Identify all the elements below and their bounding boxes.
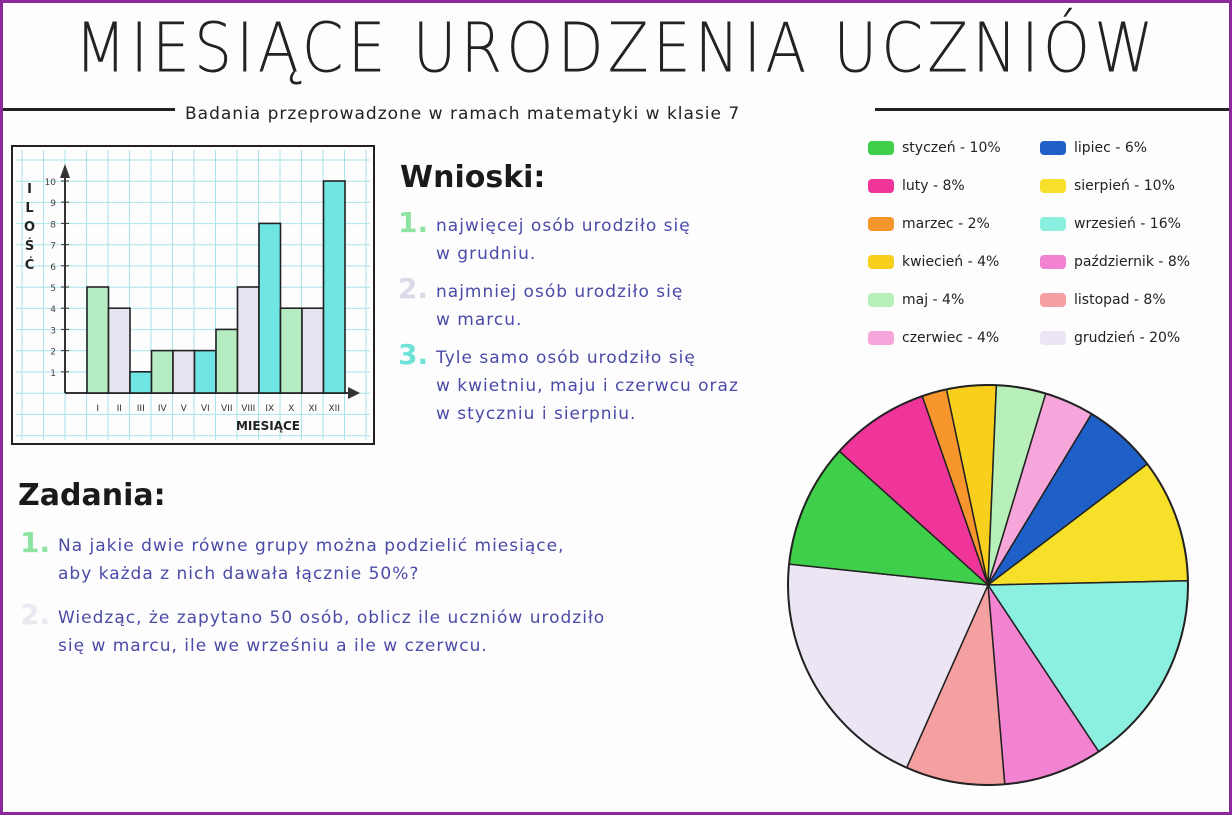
legend-item: marzec - 2% xyxy=(868,216,990,232)
legend-item: maj - 4% xyxy=(868,292,964,308)
conclusions-number: 2. xyxy=(398,272,429,305)
legend-label: czerwiec - 4% xyxy=(902,330,1000,346)
conclusions-item-line: w styczniu i sierpniu. xyxy=(436,404,637,424)
y-tick-label: 2 xyxy=(50,348,56,358)
conclusions-number: 1. xyxy=(398,206,429,239)
y-tick-label: 1 xyxy=(50,369,56,379)
legend-swatch xyxy=(868,141,894,155)
tasks-item-line: Na jakie dwie równe grupy można podzieli… xyxy=(58,536,565,556)
x-tick-label: X xyxy=(288,404,294,414)
x-tick-label: XI xyxy=(308,404,317,414)
conclusions-item: Tyle samo osób urodziło się w kwietniu, m… xyxy=(436,344,739,428)
y-tick-label: 9 xyxy=(50,199,56,209)
pie-group xyxy=(787,384,1189,786)
y-tick-label: 3 xyxy=(50,326,56,336)
pie-outline xyxy=(787,384,1189,786)
tasks-heading: Zadania: xyxy=(18,478,166,513)
tasks-number: 2. xyxy=(20,598,51,631)
legend-swatch xyxy=(868,217,894,231)
x-tick-label: XII xyxy=(329,404,340,414)
tasks-number: 1. xyxy=(20,526,51,559)
x-tick-label: IX xyxy=(265,404,274,414)
legend-swatch xyxy=(1040,179,1066,193)
legend-item: kwiecień - 4% xyxy=(868,254,999,270)
y-axis-arrow-icon xyxy=(60,164,70,178)
legend-swatch xyxy=(1040,141,1066,155)
legend-swatch xyxy=(868,293,894,307)
y-tick-label: 4 xyxy=(50,305,56,315)
conclusions-item: najwięcej osób urodziło się w grudniu. xyxy=(436,212,691,268)
divider-left xyxy=(3,108,175,111)
y-tick-label: 7 xyxy=(50,242,56,252)
x-tick-label: III xyxy=(137,404,145,414)
legend-label: wrzesień - 16% xyxy=(1074,216,1181,232)
legend-swatch xyxy=(1040,217,1066,231)
legend-swatch xyxy=(868,331,894,345)
conclusions-item-line: Tyle samo osób urodziło się xyxy=(436,348,696,368)
tasks-item: Na jakie dwie równe grupy można podzieli… xyxy=(58,532,564,588)
legend-item: październik - 8% xyxy=(1040,254,1190,270)
legend-swatch xyxy=(1040,331,1066,345)
conclusions-item-line: w marcu. xyxy=(436,310,523,330)
tasks-item-line: aby każda z nich dawała łącznie 50%? xyxy=(58,564,420,584)
x-tick-label: VIII xyxy=(241,404,255,414)
x-tick-label: IV xyxy=(158,404,168,414)
conclusions-item-line: w kwietniu, maju i czerwcu oraz xyxy=(436,376,739,396)
legend-swatch xyxy=(1040,293,1066,307)
poster-subtitle: Badania przeprowadzone w ramach matematy… xyxy=(185,104,741,124)
legend-label: grudzień - 20% xyxy=(1074,330,1181,346)
poster-title: MIESIĄCE URODZENIA UCZNIÓW xyxy=(74,8,1158,89)
tasks-item-line: Wiedząc, że zapytano 50 osób, oblicz ile… xyxy=(58,608,606,628)
conclusions-item-line: w grudniu. xyxy=(436,244,537,264)
legend-item: wrzesień - 16% xyxy=(1040,216,1181,232)
tasks-item-line: się w marcu, ile we wrześniu a ile w cze… xyxy=(58,636,488,656)
bar-II xyxy=(107,307,131,394)
legend-item: grudzień - 20% xyxy=(1040,330,1180,346)
conclusions-number: 3. xyxy=(398,338,429,371)
legend-label: lipiec - 6% xyxy=(1074,140,1148,156)
y-tick-label: 10 xyxy=(45,178,57,188)
legend-item: lipiec - 6% xyxy=(1040,140,1147,156)
x-axis-arrow-icon xyxy=(348,387,360,399)
legend-swatch xyxy=(868,179,894,193)
conclusions-heading: Wnioski: xyxy=(400,160,546,195)
legend-label: maj - 4% xyxy=(902,292,965,308)
conclusions-item: najmniej osób urodziło się w marcu. xyxy=(436,278,683,334)
y-tick-label: 6 xyxy=(50,263,56,273)
x-tick-label: VI xyxy=(201,404,210,414)
legend-label: październik - 8% xyxy=(1074,254,1191,270)
conclusions-item-line: najmniej osób urodziło się xyxy=(436,282,684,302)
legend-item: luty - 8% xyxy=(868,178,965,194)
legend-label: kwiecień - 4% xyxy=(902,254,1000,270)
legend-label: listopad - 8% xyxy=(1074,292,1166,308)
legend-item: sierpień - 10% xyxy=(1040,178,1175,194)
x-tick-label: V xyxy=(181,404,188,414)
legend-label: sierpień - 10% xyxy=(1074,178,1175,194)
conclusions-item-line: najwięcej osób urodziło się xyxy=(436,216,691,236)
legend-item: styczeń - 10% xyxy=(868,140,1001,156)
legend-label: luty - 8% xyxy=(902,178,965,194)
bar-chart-frame xyxy=(11,145,375,445)
legend-swatch xyxy=(868,255,894,269)
x-tick-label: VII xyxy=(221,404,232,414)
legend-label: marzec - 2% xyxy=(902,216,990,232)
y-tick-label: 8 xyxy=(50,220,56,230)
legend-swatch xyxy=(1040,255,1066,269)
tasks-item: Wiedząc, że zapytano 50 osób, oblicz ile… xyxy=(58,604,605,660)
y-tick-label: 5 xyxy=(50,284,56,294)
divider-right xyxy=(875,108,1229,111)
legend-item: czerwiec - 4% xyxy=(868,330,999,346)
y-axis-label: ILOŚĆ xyxy=(22,182,37,277)
x-tick-label: II xyxy=(117,404,122,414)
legend-label: styczeń - 10% xyxy=(902,140,1001,156)
x-axis-label: MIESIĄCE xyxy=(236,419,300,433)
bar-XII xyxy=(322,180,346,394)
legend-item: listopad - 8% xyxy=(1040,292,1166,308)
x-tick-label: I xyxy=(96,404,99,414)
